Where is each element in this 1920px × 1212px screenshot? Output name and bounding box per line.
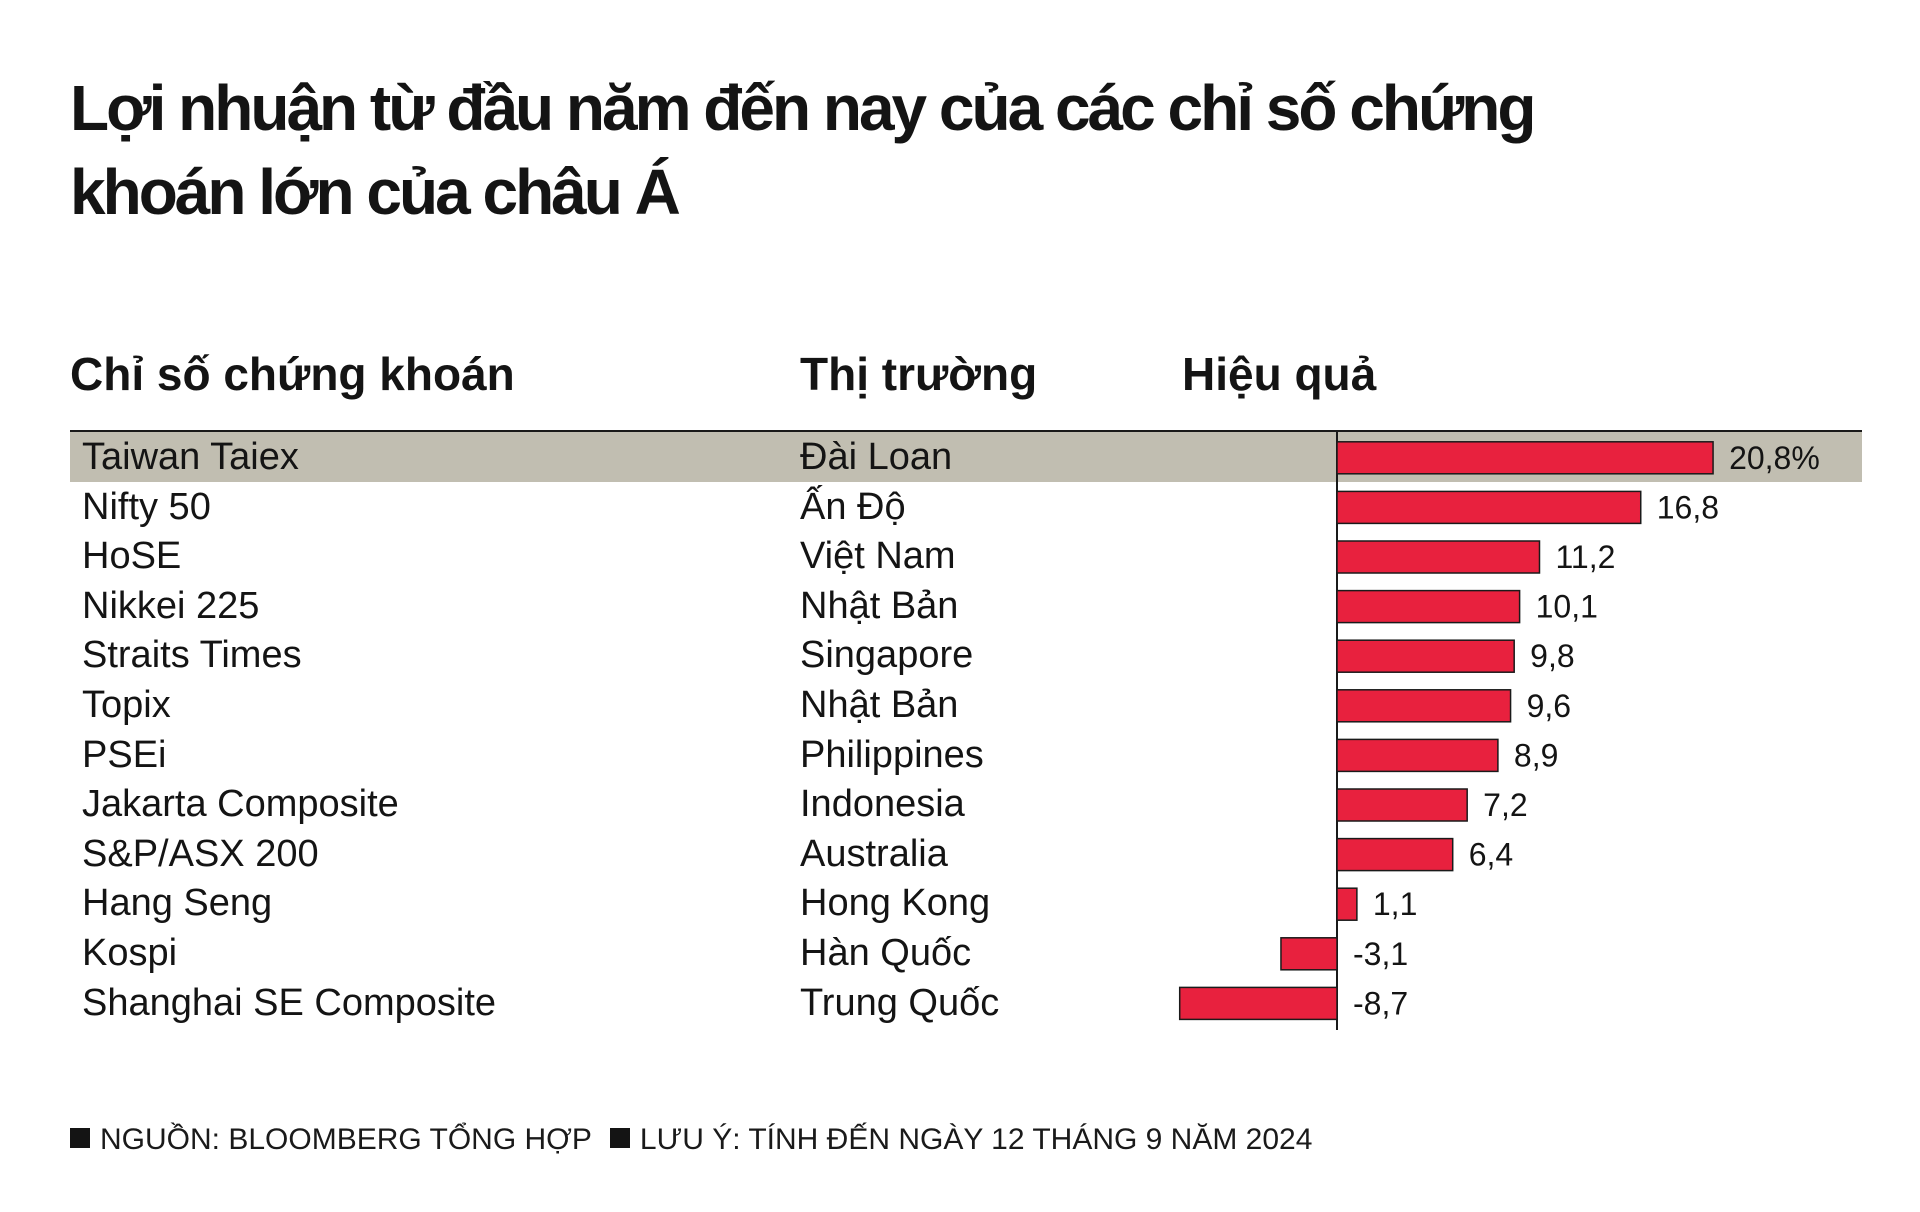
row-index-name: Kospi — [82, 932, 178, 974]
row-market-name: Việt Nam — [800, 535, 956, 578]
row-index-name: Hang Seng — [82, 882, 273, 925]
bar — [1280, 937, 1338, 971]
column-header-index: Chỉ số chứng khoán — [70, 348, 515, 400]
data-label: -8,7 — [1353, 985, 1408, 1021]
data-label: 9,6 — [1527, 688, 1571, 724]
row-market-name: Singapore — [800, 634, 974, 677]
data-label: 20,8% — [1729, 440, 1820, 476]
row-market-name: Hong Kong — [800, 882, 991, 925]
row-index-name: Taiwan Taiex — [82, 436, 299, 478]
column-header-performance: Hiệu quả — [1182, 348, 1377, 400]
row-index-name: Jakarta Composite — [82, 783, 399, 826]
data-label: 6,4 — [1469, 837, 1513, 873]
bar — [1336, 788, 1468, 822]
data-label: 1,1 — [1373, 886, 1417, 922]
bar — [1336, 837, 1454, 872]
date-note: LƯU Ý: TÍNH ĐẾN NGÀY 12 THÁNG 9 NĂM 2024 — [639, 1123, 1313, 1156]
chart-title: Lợi nhuận từ đầu năm đến nay của các chỉ… — [70, 72, 1536, 228]
row-index-name: Topix — [82, 684, 171, 726]
bullet-square-icon — [70, 1128, 90, 1148]
bar — [1178, 986, 1338, 1021]
data-label: 16,8 — [1657, 489, 1719, 525]
row-market-name: Australia — [800, 832, 948, 875]
bar — [1336, 490, 1642, 525]
bar — [1336, 689, 1512, 723]
row-market-name: Philippines — [800, 733, 984, 776]
row-market-name: Nhật Bản — [800, 584, 959, 627]
bar — [1336, 887, 1358, 921]
row-market-name: Ấn Độ — [800, 485, 906, 528]
data-label: -3,1 — [1353, 936, 1408, 972]
bar — [1336, 639, 1515, 673]
row-market-name: Hàn Quốc — [800, 932, 972, 974]
row-market-name: Trung Quốc — [800, 981, 1000, 1024]
bar — [1336, 441, 1714, 475]
bar — [1336, 589, 1521, 624]
data-label: 7,2 — [1483, 787, 1527, 823]
data-label: 11,2 — [1555, 539, 1615, 575]
row-index-name: S&P/ASX 200 — [82, 832, 319, 875]
bar — [1336, 738, 1499, 773]
row-index-name: Nikkei 225 — [82, 584, 260, 627]
table-top-rule — [70, 430, 1862, 432]
bullet-square-icon — [609, 1128, 630, 1148]
row-index-name: PSEi — [82, 733, 167, 776]
row-market-name: Nhật Bản — [800, 684, 959, 726]
row-index-name: HoSE — [82, 535, 182, 578]
bar — [1336, 540, 1541, 574]
source-note: NGUỒN: BLOOMBERG TỔNG HỢP — [100, 1123, 592, 1156]
row-index-name: Nifty 50 — [82, 485, 211, 528]
data-label: 8,9 — [1514, 737, 1558, 773]
row-index-name: Shanghai SE Composite — [82, 981, 497, 1024]
bar-chart: 20,8% 16,8 11,2 10,1 9,8 9,6 8,9 7,2 6,4 1,1 -3,1 -… — [1178, 432, 1820, 1030]
row-index-name: Straits Times — [82, 634, 302, 677]
data-label: 10,1 — [1536, 589, 1598, 625]
footer: NGUỒN: BLOOMBERG TỔNG HỢP LƯU Ý: TÍNH ĐẾN… — [70, 1120, 1312, 1160]
row-market-name: Đài Loan — [800, 436, 953, 478]
column-header-market: Thị trường — [800, 348, 1038, 400]
data-label: 9,8 — [1530, 638, 1574, 674]
row-market-name: Indonesia — [800, 783, 965, 826]
